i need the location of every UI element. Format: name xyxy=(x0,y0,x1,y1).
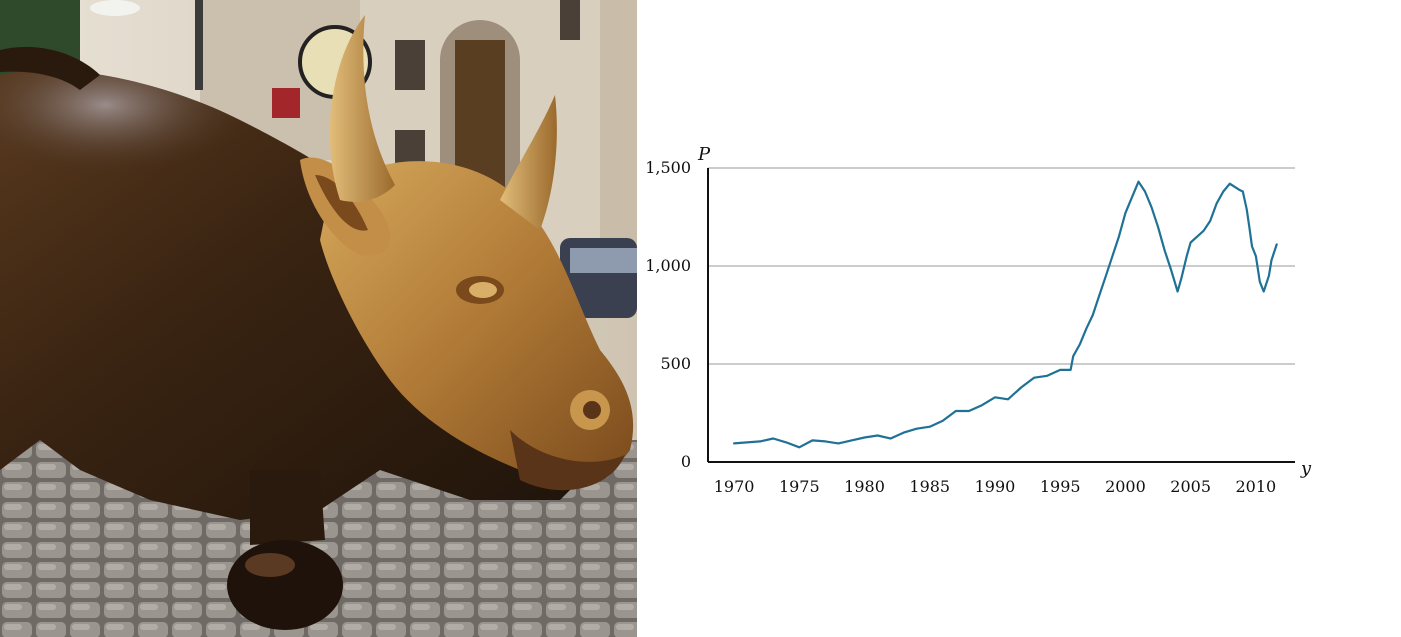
x-tick-label: 1970 xyxy=(714,477,755,496)
tick-labels: 0 500 1,000 1,500 1970 1975 1980 1985 1990 1995 20… xyxy=(645,158,1276,496)
chart-panel: 0 500 1,000 1,500 1970 1975 1980 1985 1990 1995 20… xyxy=(637,0,1401,637)
x-tick-label: 1990 xyxy=(975,477,1016,496)
y-axis-label: P xyxy=(697,144,711,165)
y-tick-label: 0 xyxy=(681,452,691,471)
x-tick-label: 1975 xyxy=(779,477,820,496)
x-tick-label: 2000 xyxy=(1105,477,1146,496)
gridlines xyxy=(708,167,1295,365)
x-tick-label: 1985 xyxy=(909,477,950,496)
y-tick-label: 1,500 xyxy=(645,158,691,177)
x-tick-label: 2005 xyxy=(1170,477,1211,496)
series-line xyxy=(733,180,1278,449)
bull-statue-illustration xyxy=(0,0,637,637)
x-tick-label: 1995 xyxy=(1040,477,1081,496)
line-chart: 0 500 1,000 1,500 1970 1975 1980 1985 1990 1995 20… xyxy=(645,144,1312,496)
x-tick-label: 2010 xyxy=(1236,477,1277,496)
y-tick-label: 500 xyxy=(660,354,691,373)
bull-statue-photo xyxy=(0,0,637,637)
axes xyxy=(707,168,1295,463)
x-tick-label: 1980 xyxy=(844,477,885,496)
y-tick-label: 1,000 xyxy=(645,256,691,275)
x-axis-label: y xyxy=(1300,458,1312,479)
